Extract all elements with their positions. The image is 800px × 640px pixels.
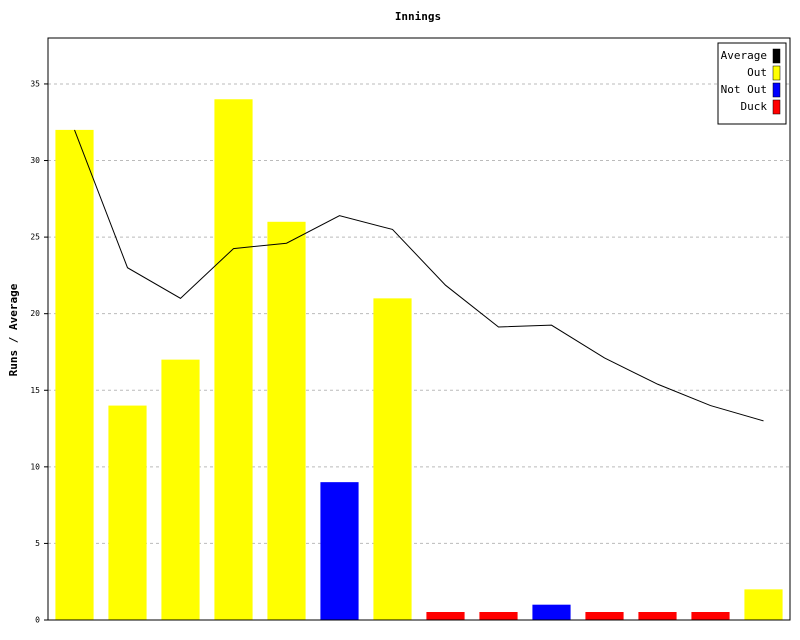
bar [532, 604, 571, 620]
bar [479, 612, 518, 620]
plot-frame [47, 37, 791, 621]
bars [55, 99, 783, 621]
y-tick-label: 10 [30, 462, 40, 471]
legend: Average Out Not Out Duck [717, 42, 787, 125]
y-tick-label: 0 [35, 616, 40, 625]
average-line [74, 129, 764, 422]
bar [744, 589, 783, 620]
chart-title: Innings [395, 10, 441, 23]
y-tick-label: 25 [30, 233, 40, 242]
bar [320, 482, 359, 620]
y-tick-label: 5 [35, 539, 40, 548]
grid: 0 5 10 15 20 25 30 35 [30, 79, 790, 625]
lines [74, 129, 764, 422]
bar [638, 612, 677, 620]
legend-label: Duck [741, 100, 768, 113]
legend-label: Not Out [721, 83, 767, 96]
legend-label: Average [721, 49, 767, 62]
bar [373, 298, 412, 620]
y-tick-label: 15 [30, 386, 40, 395]
y-tick-label: 30 [30, 156, 40, 165]
bar [214, 99, 253, 620]
bar [585, 612, 624, 620]
y-tick-label: 20 [30, 309, 40, 318]
bar [108, 405, 147, 620]
y-tick-label: 35 [30, 79, 40, 88]
bar [161, 359, 200, 620]
legend-swatch [772, 48, 781, 64]
y-axis-label: Runs / Average [7, 283, 20, 376]
legend-label: Out [747, 66, 767, 79]
legend-swatch [772, 65, 781, 81]
bar [691, 612, 730, 620]
bar [267, 221, 306, 620]
legend-swatch [772, 99, 781, 115]
legend-swatch [772, 82, 781, 98]
bar [55, 129, 94, 621]
bar [426, 612, 465, 620]
